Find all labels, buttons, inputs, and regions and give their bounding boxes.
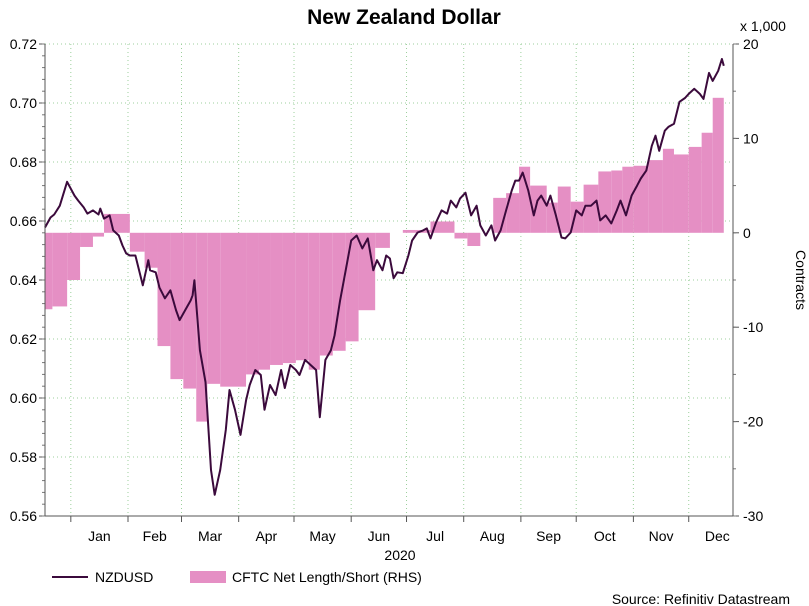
chart-title: New Zealand Dollar [307, 6, 501, 29]
month-label: Aug [480, 528, 505, 544]
left-tick-label: 0.62 [10, 331, 37, 347]
cftc-bar [258, 232, 271, 370]
month-label: Mar [198, 528, 222, 544]
cftc-bar [611, 170, 623, 233]
right-tick-label: -30 [743, 508, 763, 524]
month-label: Jan [88, 528, 111, 544]
cftc-bar [454, 232, 468, 239]
cftc-bar [519, 166, 531, 233]
cftc-bar [92, 232, 105, 237]
nzdusd-line-group [44, 58, 725, 496]
left-tick-label: 0.60 [10, 390, 37, 406]
cftc-bar [144, 232, 158, 268]
cftc-bar [375, 232, 390, 248]
month-label: May [309, 528, 335, 544]
right-tick-label: -10 [743, 319, 763, 335]
cftc-bar [45, 232, 53, 310]
month-label: Sep [536, 528, 561, 544]
cftc-bar [246, 232, 259, 375]
legend-bar-swatch [190, 571, 226, 583]
cftc-bar [220, 232, 247, 387]
cftc-bar [673, 154, 689, 233]
legend: NZDUSD CFTC Net Length/Short (RHS) [52, 569, 422, 585]
cftc-bar [648, 160, 663, 233]
cftc-bars [45, 97, 724, 422]
cftc-bar [183, 232, 197, 389]
cftc-bar [402, 229, 431, 233]
month-label: Apr [255, 528, 277, 544]
nzdusd-line [44, 58, 725, 496]
cftc-bar [506, 193, 520, 233]
source-note: Source: Refinitiv Datastream [612, 591, 790, 606]
cftc-bar [701, 132, 713, 233]
cftc-bar [570, 201, 584, 233]
month-label: Dec [705, 528, 730, 544]
cftc-bar [557, 186, 571, 233]
left-tick-label: 0.68 [10, 154, 37, 170]
cftc-bar [345, 232, 359, 342]
cftc-bar [129, 232, 145, 252]
month-label: Jul [426, 528, 444, 544]
gridlines [45, 43, 733, 516]
legend-label-nzdusd: NZDUSD [95, 569, 153, 585]
cftc-bar [430, 221, 455, 233]
cftc-bar [688, 146, 702, 233]
right-tick-label: 20 [743, 36, 759, 52]
cftc-bar [67, 232, 81, 280]
month-label: Oct [594, 528, 616, 544]
cftc-bar [157, 232, 171, 347]
left-tick-label: 0.58 [10, 449, 37, 465]
left-tick-label: 0.64 [10, 272, 37, 288]
month-label: Jun [368, 528, 391, 544]
legend-label-cftc: CFTC Net Length/Short (RHS) [232, 569, 422, 585]
cftc-bar [207, 232, 221, 384]
right-tick-label: 10 [743, 130, 759, 146]
right-tick-label: 0 [743, 225, 751, 241]
cftc-bar [467, 232, 481, 247]
right-axis-label: Contracts [793, 250, 809, 310]
month-label: Feb [143, 528, 167, 544]
cftc-bar [282, 232, 296, 364]
cftc-bar [52, 232, 68, 307]
left-tick-label: 0.66 [10, 213, 37, 229]
cftc-bar [712, 97, 724, 233]
month-label: Nov [649, 528, 674, 544]
left-tick-label: 0.70 [10, 95, 37, 111]
cftc-bar [80, 232, 93, 247]
cftc-bar [196, 232, 208, 422]
right-tick-label: -20 [743, 414, 763, 430]
cftc-bar [295, 232, 309, 361]
cftc-bar [598, 171, 612, 233]
x-axis-label: 2020 [384, 547, 415, 563]
cftc-bar [633, 165, 649, 233]
left-tick-label: 0.56 [10, 508, 37, 524]
cftc-bar [319, 232, 333, 356]
cftc-bar [308, 232, 320, 370]
cftc-bar [270, 232, 283, 365]
cftc-bar [170, 232, 184, 380]
cftc-bar [546, 202, 558, 233]
right-axis-unit: x 1,000 [740, 18, 786, 34]
cftc-bar [583, 184, 599, 233]
axes: 0.56 0.58 0.60 0.62 0.64 0.66 0.68 0.70 0.72 -30 -… [10, 36, 764, 544]
cftc-bar [622, 166, 634, 233]
cftc-bar [662, 148, 674, 233]
left-tick-label: 0.72 [10, 36, 37, 52]
